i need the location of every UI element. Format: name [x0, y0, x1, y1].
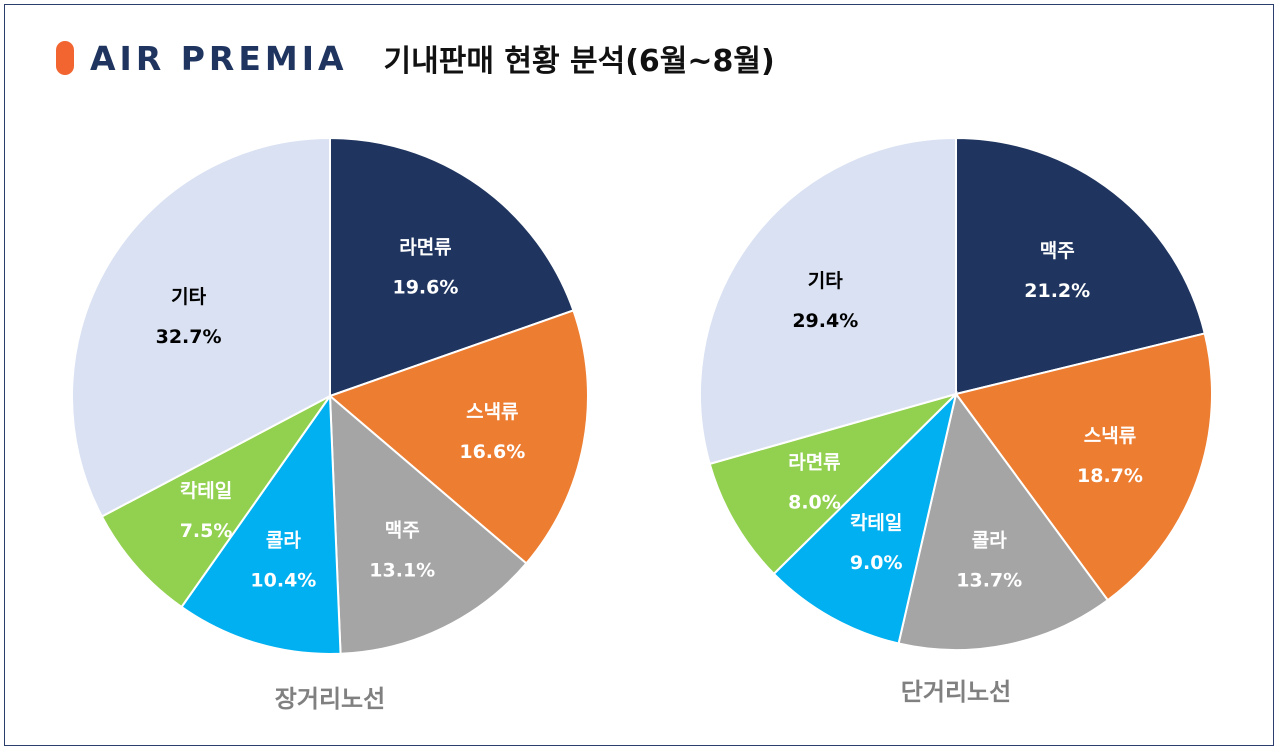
- pie-slice: [772, 390, 958, 645]
- slice-category-label: 라면류: [399, 236, 451, 258]
- slice-percent-label: 10.4%: [250, 569, 316, 591]
- slice-percent-label: 32.7%: [156, 326, 222, 348]
- pie-slice: [328, 393, 528, 655]
- slice-percent-label: 29.4%: [792, 310, 858, 332]
- slice-category-label: 칵테일: [180, 480, 232, 502]
- logo-text: AIR PREMIA: [90, 38, 348, 78]
- slice-category-label: 기타: [171, 286, 206, 308]
- pie-slice: [71, 136, 331, 518]
- slice-percent-label: 9.0%: [850, 552, 903, 574]
- pie-slice: [100, 395, 331, 609]
- slice-percent-label: 19.6%: [392, 276, 458, 298]
- pie-chart-short-haul: 맥주 21.2% 스낵류 18.7% 콜라 13.7% 칵테일 9.0% 라면류 8.0% 기타 29…: [699, 136, 1213, 706]
- slice-category-label: 맥주: [385, 519, 420, 541]
- slice-category-label: 콜라: [266, 529, 301, 551]
- slice-category-label: 라면류: [788, 452, 840, 474]
- chart-caption: 단거리노선: [901, 678, 1011, 706]
- pie-chart-long-haul: 라면류 19.6% 스낵류 16.6% 맥주 13.1% 콜라 10.4% 칵테일 7.5% 기타 3…: [71, 136, 589, 713]
- slice-percent-label: 8.0%: [788, 492, 841, 514]
- slice-percent-label: 7.5%: [180, 520, 233, 542]
- chart-caption: 장거리노선: [275, 685, 385, 713]
- slice-category-label: 칵테일: [850, 512, 902, 534]
- slice-percent-label: 18.7%: [1077, 465, 1143, 487]
- pie-slice: [955, 136, 1206, 396]
- slice-category-label: 맥주: [1040, 240, 1075, 262]
- pie-slice: [699, 136, 957, 466]
- logo-mark-icon: [56, 41, 74, 75]
- slice-category-label: 기타: [808, 270, 843, 292]
- header: AIR PREMIA 기내판매 현황 분석(6월~8월): [56, 36, 775, 80]
- slice-percent-label: 16.6%: [459, 441, 525, 463]
- slice-percent-label: 13.7%: [956, 569, 1022, 591]
- slice-category-label: 스낵류: [1084, 425, 1136, 447]
- slice-category-label: 콜라: [972, 529, 1007, 551]
- slice-percent-label: 21.2%: [1024, 280, 1090, 302]
- pie-slice: [328, 309, 589, 565]
- pie-slice: [708, 393, 957, 576]
- slice-category-label: 스낵류: [466, 401, 518, 423]
- slice-percent-label: 13.1%: [369, 559, 435, 581]
- pie-slice: [897, 391, 1110, 651]
- pie-slice: [180, 393, 342, 655]
- pie-slice: [954, 332, 1213, 602]
- page-title: 기내판매 현황 분석(6월~8월): [383, 44, 775, 79]
